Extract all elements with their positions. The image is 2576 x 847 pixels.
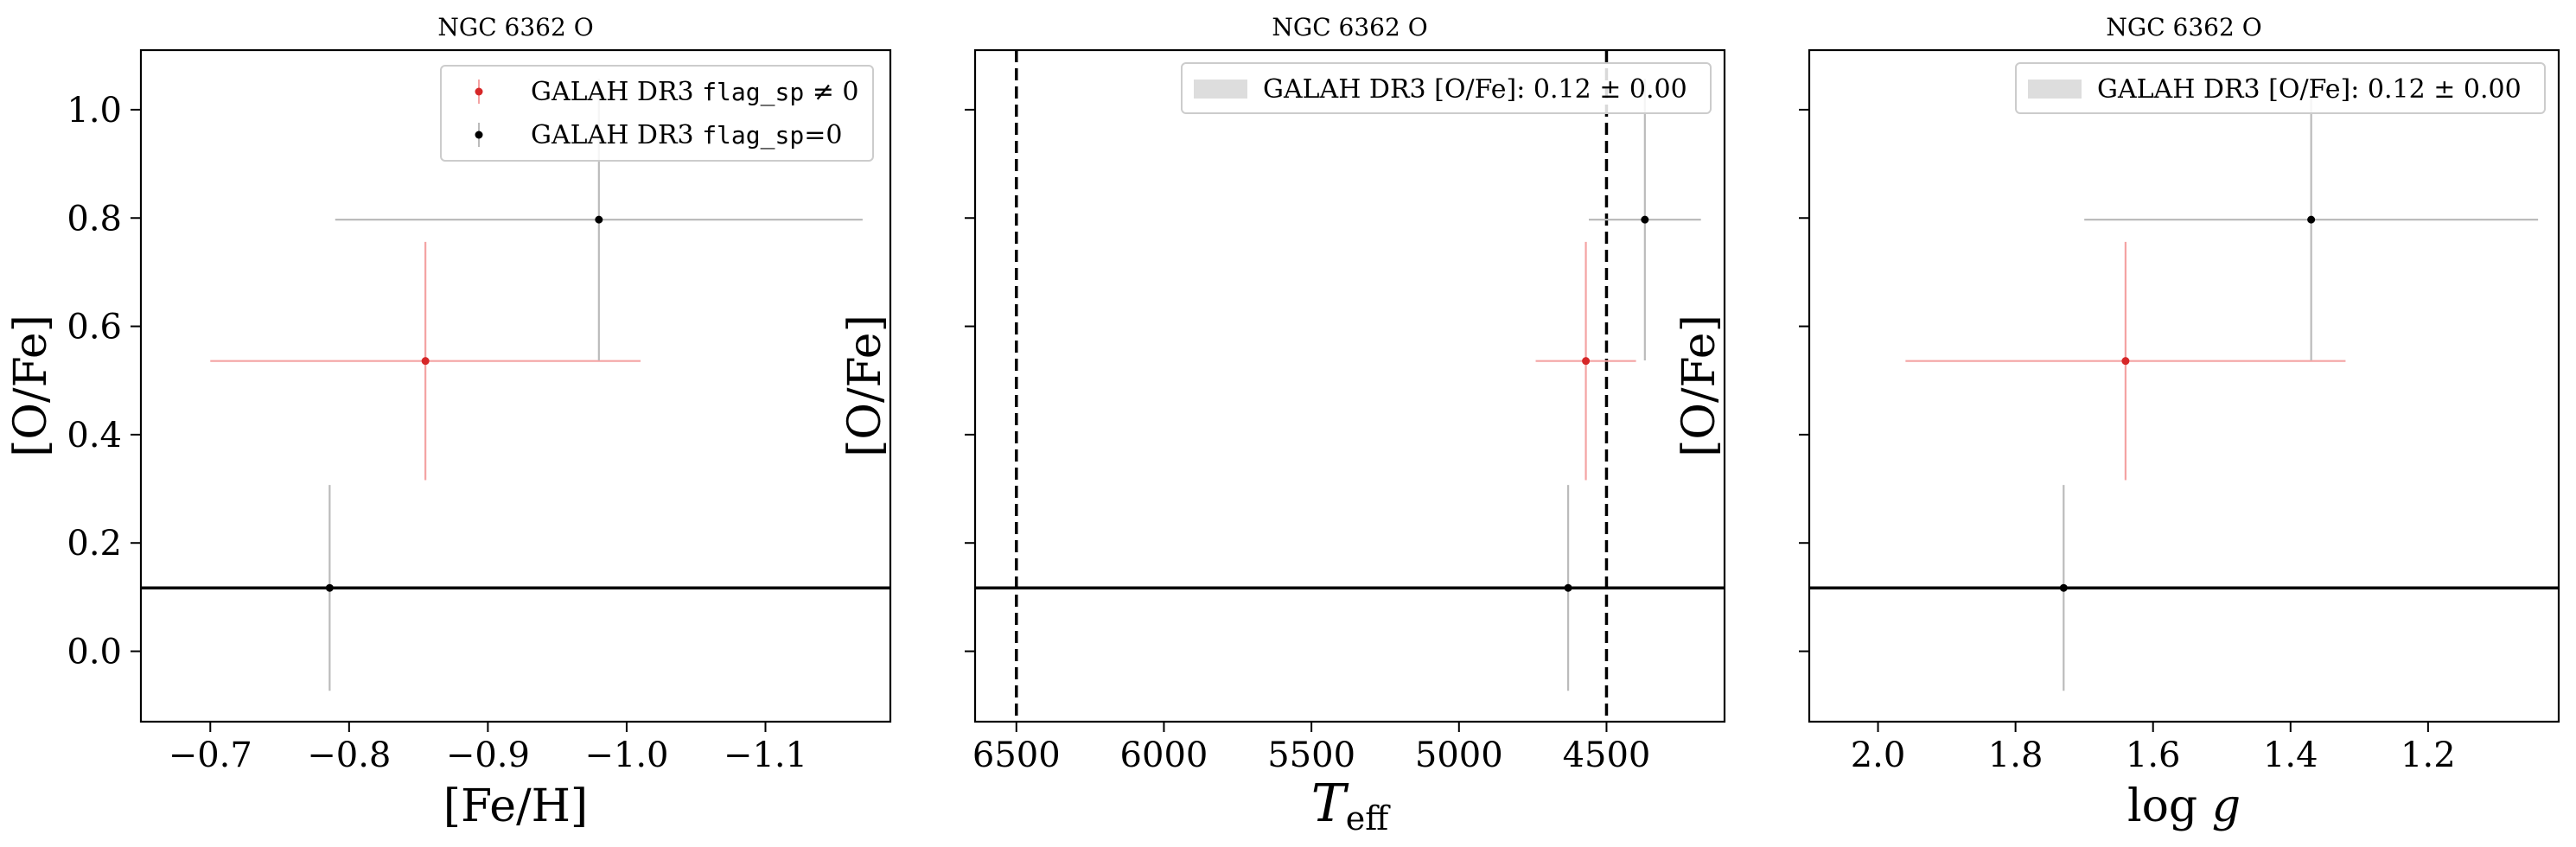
- axes-frame: [139, 48, 892, 723]
- x-tick-label: 4500: [1563, 736, 1651, 775]
- legend: GALAH DR3 [O/Fe]: 0.12 ± 0.00: [2015, 62, 2546, 114]
- data-point-clean: [1588, 79, 1701, 361]
- x-tick-label: 2.0: [1851, 736, 1906, 775]
- y-tick-label: 0.6: [67, 308, 122, 347]
- legend-flagged-label: GALAH DR3 flag_sp ≠ 0: [531, 77, 859, 107]
- point-marker: [2059, 583, 2068, 592]
- x-tick-label: 5500: [1267, 736, 1355, 775]
- chart-panel-1: NGC 6362 O −0.7 −0.8 −0.9 −1.0 −1.1 0.0 0.2 0.4 0…: [5, 13, 892, 832]
- legend-band-label: GALAH DR3 [O/Fe]: 0.12 ± 0.00: [1263, 74, 1687, 105]
- y-tick-label: 1.0: [67, 91, 122, 131]
- x-tick-label: −1.0: [584, 736, 668, 775]
- axes-frame: [973, 48, 1726, 723]
- x-tick-label: 6000: [1120, 736, 1208, 775]
- axes-frame: [1808, 48, 2560, 723]
- data-point-flagged: [1905, 241, 2346, 481]
- x-tick-label: 1.8: [1988, 736, 2044, 775]
- x-axis-label: log g: [2127, 780, 2241, 832]
- point-marker: [421, 357, 430, 366]
- x-axis-label: Teff: [1311, 774, 1392, 837]
- point-marker: [325, 583, 334, 592]
- y-tick-label: 0.2: [67, 524, 122, 564]
- legend-band-swatch: [2028, 80, 2082, 99]
- x-tick-label: 1.6: [2126, 736, 2181, 775]
- x-tick-label: 1.4: [2263, 736, 2318, 775]
- chart-title: NGC 6362 O: [437, 13, 593, 41]
- chart-panel-3: NGC 6362 O 2.0 1.8 1.6 1.4 1.2 log g [O/Fe] GALA…: [1674, 13, 2560, 832]
- data-point-clean: [325, 485, 334, 691]
- legend-box: [2015, 62, 2546, 114]
- y-axis-label: [O/Fe]: [1674, 315, 1725, 457]
- x-tick-label: 5000: [1415, 736, 1503, 775]
- x-tick-label: 1.2: [2401, 736, 2456, 775]
- data-point-clean: [1564, 485, 1572, 691]
- x-tick-label: −0.8: [307, 736, 391, 775]
- y-axis-label: [O/Fe]: [839, 315, 891, 457]
- y-tick-label: 0.8: [67, 199, 122, 239]
- point-marker: [1641, 215, 1649, 224]
- point-marker: [2307, 215, 2316, 224]
- x-tick-label: −1.1: [724, 736, 807, 775]
- data-point-flagged: [1535, 241, 1636, 481]
- y-tick-label: 0.4: [67, 416, 122, 455]
- y-tick-label: 0.0: [67, 633, 122, 672]
- data-point-clean: [2084, 79, 2539, 361]
- x-tick-label: 6500: [972, 736, 1061, 775]
- legend-band-swatch: [1194, 80, 1247, 99]
- point-marker: [595, 215, 603, 224]
- legend-clean-marker: [475, 131, 483, 139]
- legend: GALAH DR3 flag_sp ≠ 0 GALAH DR3 flag_sp=0: [440, 65, 874, 162]
- data-point-clean: [2059, 485, 2068, 691]
- legend-box: [440, 65, 874, 162]
- chart-title: NGC 6362 O: [1272, 13, 1427, 41]
- point-marker: [1564, 583, 1572, 592]
- chart-panel-2: NGC 6362 O 6500 6000 5500 5000 4500 Teff [O/Fe]…: [839, 13, 1726, 837]
- legend-clean-label: GALAH DR3 flag_sp=0: [531, 120, 842, 150]
- point-marker: [1582, 357, 1591, 366]
- point-marker: [2121, 357, 2130, 366]
- chart-title: NGC 6362 O: [2106, 13, 2261, 41]
- legend-band-label: GALAH DR3 [O/Fe]: 0.12 ± 0.00: [2097, 74, 2522, 105]
- x-axis-label: [Fe/H]: [443, 780, 588, 832]
- x-tick-label: −0.9: [446, 736, 530, 775]
- legend-box: [1181, 62, 1712, 114]
- y-axis-label: [O/Fe]: [5, 315, 57, 457]
- legend: GALAH DR3 [O/Fe]: 0.12 ± 0.00: [1181, 62, 1712, 114]
- x-tick-label: −0.7: [169, 736, 252, 775]
- data-point-flagged: [210, 241, 641, 481]
- legend-flagged-marker: [475, 87, 483, 96]
